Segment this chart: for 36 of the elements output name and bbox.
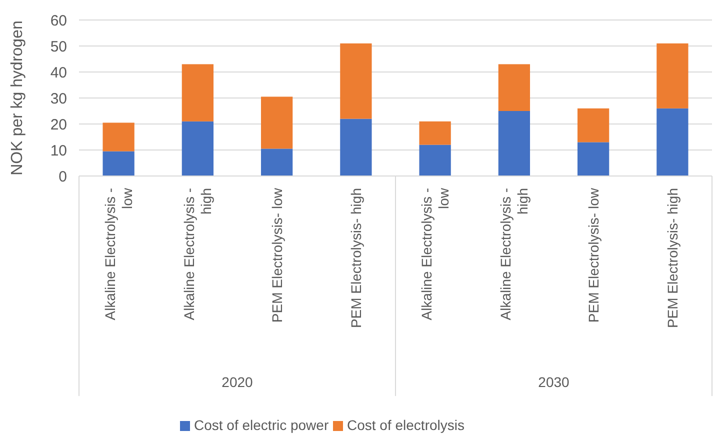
bar: [577, 142, 610, 176]
x-tick-label: Alkaline Electrolysis - high: [181, 188, 214, 320]
y-tick-label: 40: [50, 64, 67, 82]
y-tick-label: 20: [50, 116, 67, 134]
bar: [498, 111, 530, 176]
y-tick-label: 30: [50, 90, 67, 108]
bar: [340, 118, 372, 176]
bar: [419, 144, 451, 176]
text: 2020: [222, 374, 254, 390]
y-axis-title: NOK per kg hydrogen: [9, 20, 26, 176]
legend-label: Cost of electrolysis: [347, 417, 464, 433]
y-tick-label: 60: [50, 12, 67, 30]
y-tick-label: 0: [58, 168, 67, 186]
bar: [182, 64, 214, 122]
y-tick-label: 50: [50, 38, 67, 56]
bar: [340, 43, 372, 119]
x-tick-label: PEM Electrolysis- low: [268, 187, 285, 323]
bar: [102, 122, 134, 152]
x-tick-label: PEM Electrolysis- high: [348, 188, 364, 328]
x-tick-label: Alkaline Electrolysis - low: [418, 187, 452, 320]
legend-label: Cost of electric power: [194, 417, 329, 433]
x-tick-label: Alkaline Electrolysis - high: [498, 188, 531, 320]
x-tick-label: PEM Electrolysis- low: [585, 187, 602, 323]
bar: [260, 96, 293, 149]
bar: [182, 121, 214, 176]
y-tick-label: 10: [50, 142, 67, 160]
bar: [656, 43, 688, 108]
bar: [498, 64, 530, 111]
text: 2030: [538, 374, 570, 390]
x-tick-label: Alkaline Electrolysis - low: [102, 187, 136, 320]
bar: [577, 108, 610, 142]
bar: [102, 151, 134, 176]
bar: [260, 148, 293, 176]
bar: [656, 108, 688, 176]
bar: [419, 121, 451, 145]
x-tick-label: PEM Electrolysis- high: [664, 188, 680, 328]
